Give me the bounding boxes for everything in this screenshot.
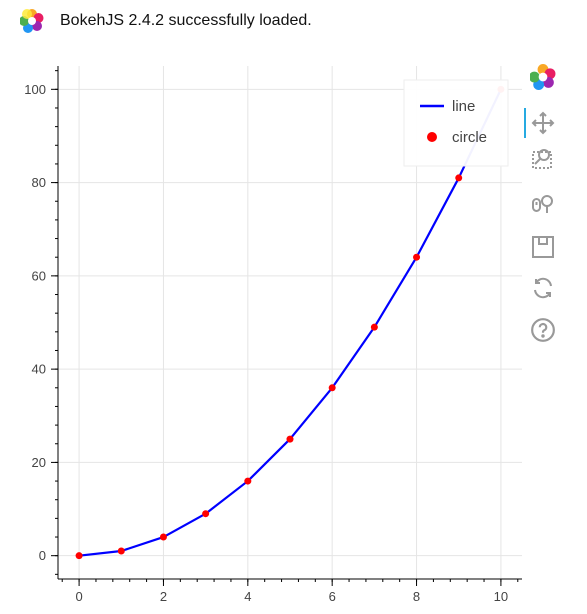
y-tick-label: 100: [24, 82, 46, 97]
box-zoom-tool-button[interactable]: [528, 144, 558, 174]
save-tool-button[interactable]: [528, 232, 558, 262]
x-tick-label: 6: [329, 589, 336, 604]
circle-point: [370, 323, 378, 331]
pan-tool-button[interactable]: [524, 108, 558, 138]
y-tick-label: 40: [32, 362, 46, 377]
y-tick-label: 60: [32, 268, 46, 283]
x-tick-label: 8: [413, 589, 420, 604]
load-message: BokehJS 2.4.2 successfully loaded.: [60, 12, 312, 29]
box-zoom-icon: [532, 149, 552, 169]
pan-icon: [531, 111, 555, 135]
legend-label-circle: circle: [452, 129, 487, 146]
circle-point: [75, 552, 83, 560]
legend-label-line: line: [452, 98, 475, 115]
wheel-zoom-tool-button[interactable]: [528, 188, 558, 218]
x-tick-label: 10: [494, 589, 508, 604]
circle-point: [413, 253, 421, 261]
bokeh-logo-icon: [530, 64, 556, 90]
legend-circle-swatch: [427, 132, 437, 142]
reset-tool-button[interactable]: [528, 273, 558, 303]
save-icon: [532, 236, 554, 258]
legend[interactable]: line circle: [403, 79, 509, 167]
y-tick-label: 80: [32, 175, 46, 190]
x-tick-label: 0: [75, 589, 82, 604]
y-tick-label: 0: [39, 548, 46, 563]
circle-point: [286, 435, 294, 443]
circle-point: [202, 510, 210, 518]
circle-point: [244, 477, 252, 485]
circle-point: [328, 384, 336, 392]
x-tick-label: 4: [244, 589, 251, 604]
bokeh-logo-tool-button[interactable]: [528, 62, 558, 92]
bokeh-logo-icon: [20, 9, 44, 33]
load-banner: BokehJS 2.4.2 successfully loaded.: [20, 8, 312, 34]
y-tick-label: 20: [32, 455, 46, 470]
help-tool-button[interactable]: [528, 315, 558, 345]
help-icon: [531, 318, 555, 342]
wheel-zoom-icon: [532, 195, 553, 213]
legend-box: [403, 79, 509, 167]
x-tick-label: 2: [160, 589, 167, 604]
circle-point: [159, 533, 167, 541]
circle-point: [117, 547, 125, 555]
circle-point: [455, 174, 463, 182]
reset-icon: [534, 277, 552, 299]
plot-data: [75, 85, 505, 560]
